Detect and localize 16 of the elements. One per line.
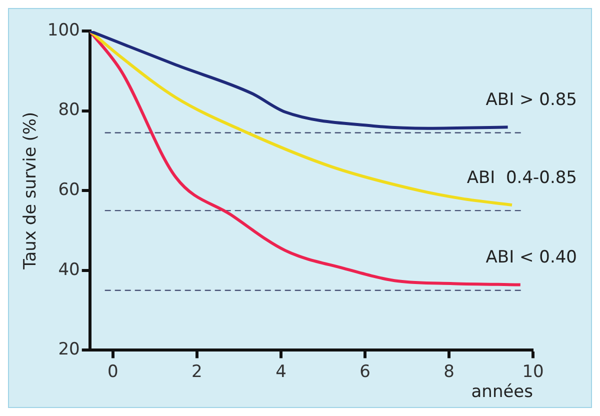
y-tick-label: 80	[58, 100, 80, 120]
x-tick-label: 8	[444, 362, 454, 382]
x-axis-title: années	[471, 382, 534, 402]
x-tick-label: 4	[276, 362, 286, 382]
x-tick-label: 0	[108, 362, 118, 382]
y-tick-label: 100	[47, 20, 80, 40]
y-tick-label: 20	[58, 340, 80, 360]
y-tick-label: 40	[58, 260, 80, 280]
x-tick-label: 10	[522, 362, 544, 382]
series-label: ABI < 0.40	[486, 248, 577, 268]
series-label: ABI > 0.85	[486, 90, 577, 110]
series-label: ABI 0.4-0.85	[466, 168, 577, 188]
y-tick-label: 60	[58, 180, 80, 200]
y-axis-title: Taux de survie (%)	[20, 112, 41, 270]
x-tick-label: 2	[192, 362, 202, 382]
x-tick-label: 6	[360, 362, 370, 382]
